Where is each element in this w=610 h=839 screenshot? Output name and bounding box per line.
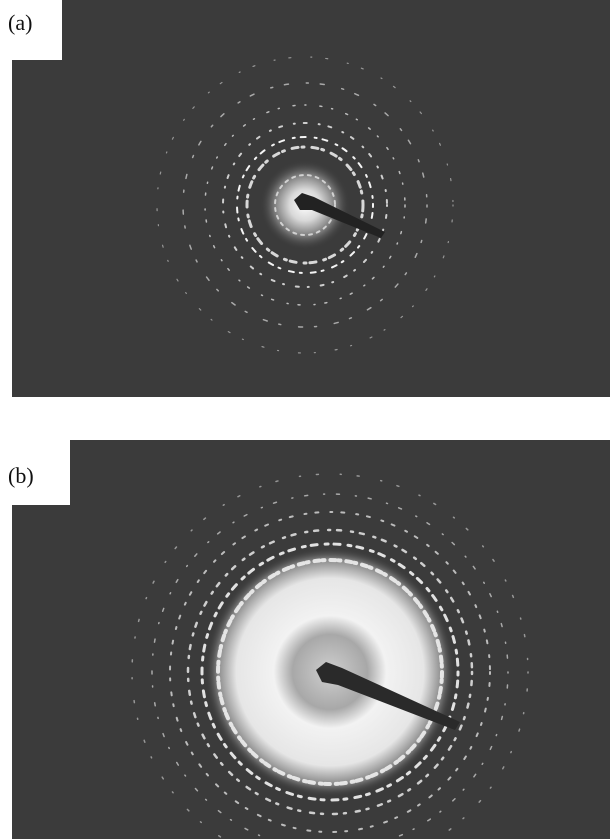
figure: (a) (b) [0, 0, 610, 839]
panel-b: (b) [0, 440, 610, 839]
page: (a) (b) (() => { const data = JSON.par [0, 0, 610, 839]
panel-label: (b) [8, 463, 34, 488]
panel-a: (a) [0, 0, 610, 397]
panel-label: (a) [8, 10, 32, 35]
